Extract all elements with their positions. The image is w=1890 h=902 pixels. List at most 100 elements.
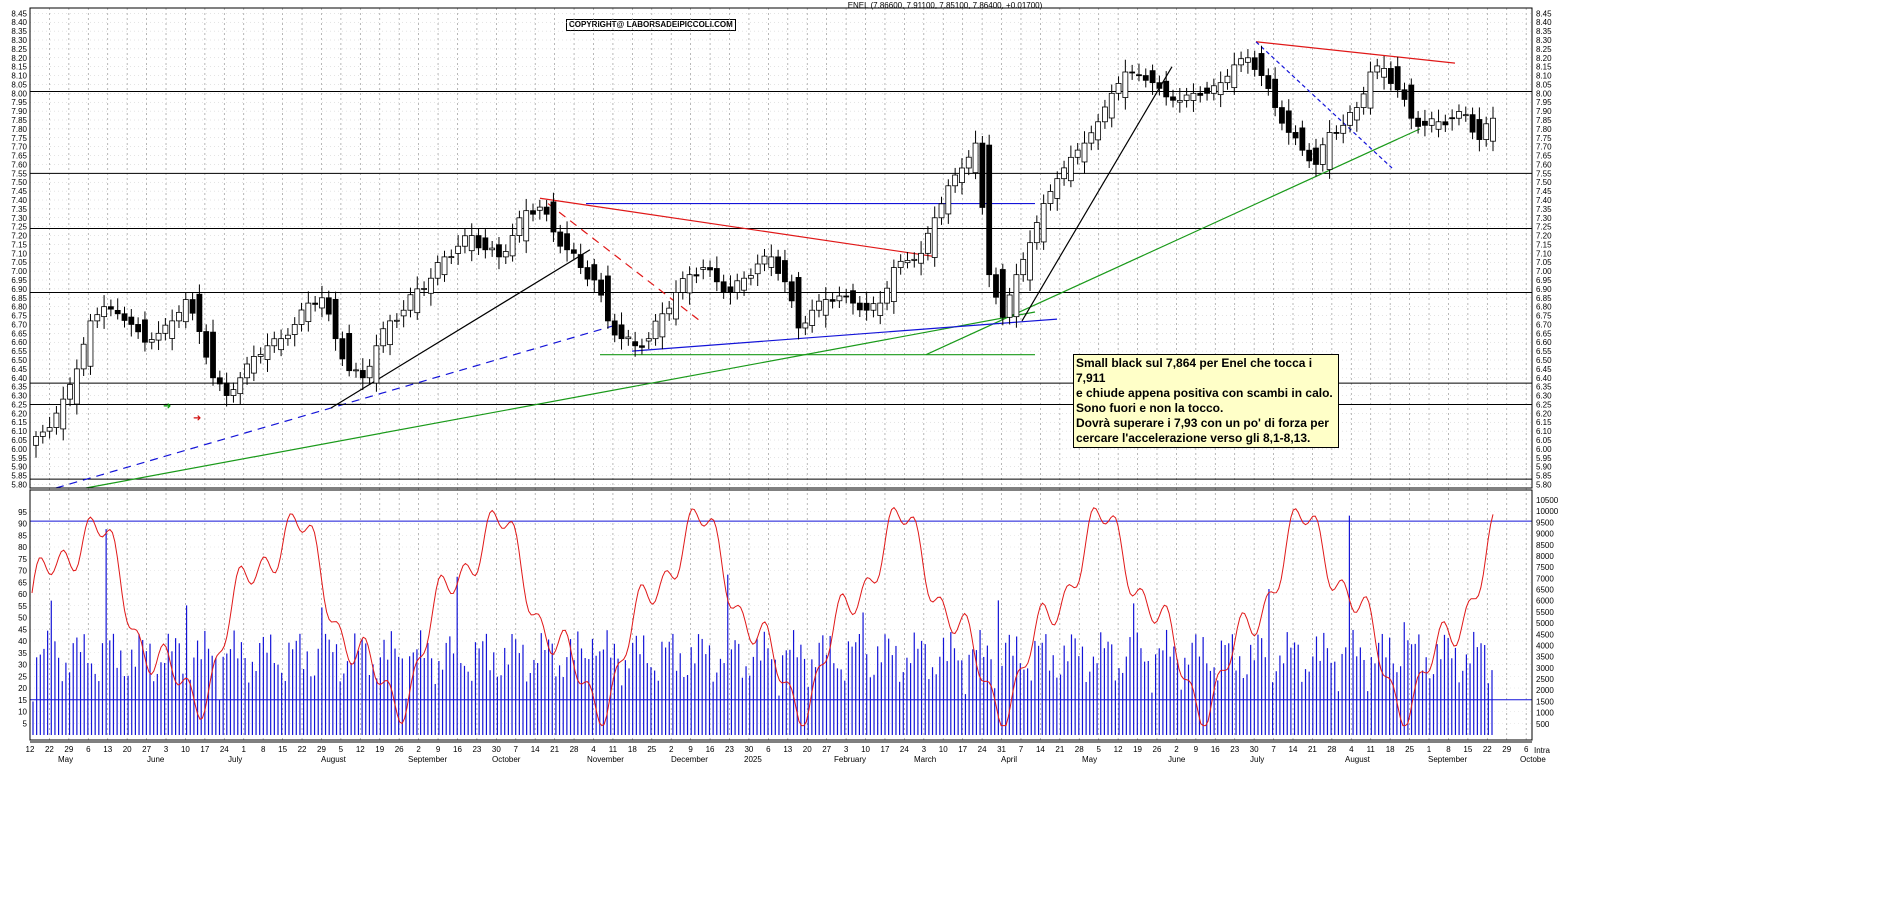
candle-body — [298, 309, 305, 325]
candle-body — [802, 322, 809, 329]
volume-tick: 6000 — [1536, 597, 1554, 606]
candle-body — [1435, 121, 1442, 130]
oscillator-tick: 55 — [18, 602, 27, 611]
candle-body — [972, 142, 979, 174]
candle-body — [1136, 74, 1142, 77]
x-day-tick: 10 — [181, 745, 190, 754]
candle-body — [353, 369, 359, 372]
y-tick-right: 6.25 — [1536, 400, 1552, 409]
candle-body — [986, 144, 993, 276]
x-day-tick: 8 — [261, 745, 266, 754]
candle-body — [359, 370, 366, 379]
y-tick-left: 8.20 — [11, 54, 27, 63]
y-tick-right: 7.40 — [1536, 196, 1552, 205]
candle-body — [1183, 94, 1190, 101]
candle-body — [407, 294, 414, 311]
y-tick-left: 7.00 — [11, 267, 27, 276]
candle-body — [1013, 274, 1020, 318]
y-tick-right: 7.05 — [1536, 258, 1552, 267]
y-tick-left: 7.55 — [11, 169, 27, 178]
oscillator-tick: 5 — [23, 719, 28, 728]
candle-body — [897, 260, 904, 268]
candle-body — [237, 377, 244, 395]
candle-body — [400, 309, 407, 317]
x-day-tick: 27 — [142, 745, 151, 754]
y-tick-right: 7.45 — [1536, 187, 1552, 196]
candle-body — [107, 306, 114, 310]
candle-body — [1040, 203, 1047, 243]
candle-body — [176, 311, 182, 322]
x-day-tick: 30 — [492, 745, 501, 754]
x-month-label: Octobe — [1520, 755, 1546, 764]
y-tick-right: 7.00 — [1536, 267, 1552, 276]
x-day-tick: 26 — [395, 745, 404, 754]
x-day-tick: 9 — [688, 745, 693, 754]
x-month-label: September — [408, 755, 447, 764]
y-tick-right: 7.55 — [1536, 169, 1552, 178]
y-tick-right: 8.20 — [1536, 54, 1552, 63]
x-month-label: May — [1082, 755, 1097, 764]
y-tick-left: 7.65 — [11, 152, 27, 161]
candle-body — [550, 201, 557, 233]
y-tick-right: 7.50 — [1536, 178, 1552, 187]
candle-body — [1170, 96, 1176, 101]
y-tick-right: 7.65 — [1536, 152, 1552, 161]
y-tick-left: 6.20 — [11, 409, 27, 418]
y-tick-left: 6.95 — [11, 276, 27, 285]
y-tick-left: 8.30 — [11, 36, 27, 45]
volume-tick: 7000 — [1536, 574, 1554, 583]
x-day-tick: 14 — [531, 745, 540, 754]
x-day-tick: 7 — [1271, 745, 1276, 754]
x-month-label: February — [834, 755, 866, 764]
candle-body — [1061, 167, 1067, 180]
candle-body — [1469, 114, 1476, 133]
candle-body — [230, 389, 237, 396]
candle-body — [257, 354, 264, 357]
candle-body — [1360, 93, 1367, 108]
candle-body — [761, 255, 768, 265]
comment-line-2: e chiude appena positiva con scambi in c… — [1076, 386, 1333, 400]
candle-body — [1122, 71, 1129, 98]
y-tick-left: 6.25 — [11, 400, 27, 409]
y-tick-right: 6.10 — [1536, 427, 1552, 436]
y-tick-right: 8.15 — [1536, 63, 1552, 72]
y-tick-left: 8.35 — [11, 27, 27, 36]
y-tick-right: 8.35 — [1536, 27, 1552, 36]
x-day-tick: 25 — [1405, 745, 1414, 754]
y-tick-left: 6.00 — [11, 445, 27, 454]
green-trendline-2 — [925, 128, 1421, 356]
y-tick-right: 6.45 — [1536, 365, 1552, 374]
candle-body — [591, 264, 598, 281]
y-tick-left: 6.35 — [11, 383, 27, 392]
y-tick-right: 7.35 — [1536, 205, 1552, 214]
oscillator-tick: 30 — [18, 661, 27, 670]
volume-tick: 3500 — [1536, 653, 1554, 662]
x-day-tick: 27 — [822, 745, 831, 754]
candle-body — [1020, 259, 1027, 276]
candle-body — [73, 368, 80, 405]
volume-tick: 500 — [1536, 720, 1550, 729]
oscillator-tick: 95 — [18, 508, 27, 517]
y-tick-left: 8.00 — [11, 89, 27, 98]
x-day-tick: 12 — [26, 745, 35, 754]
candle-body — [67, 384, 73, 400]
volume-tick: 5000 — [1536, 619, 1554, 628]
candle-body — [999, 269, 1006, 318]
y-tick-left: 5.95 — [11, 454, 27, 463]
long-green-trendline — [85, 311, 1036, 489]
candle-body — [625, 336, 632, 340]
y-tick-left: 7.40 — [11, 196, 27, 205]
candle-body — [475, 235, 482, 249]
y-tick-right: 6.50 — [1536, 356, 1552, 365]
y-tick-left: 8.25 — [11, 45, 27, 54]
candle-body — [584, 267, 591, 280]
candle-body — [155, 332, 162, 341]
candle-body — [536, 206, 543, 211]
candle-body — [530, 210, 536, 215]
candle-body — [1319, 144, 1326, 165]
x-day-tick: 4 — [1349, 745, 1354, 754]
y-tick-right: 5.85 — [1536, 472, 1552, 481]
candle-body — [564, 233, 570, 251]
candle-body — [659, 313, 666, 338]
candle-body — [1428, 118, 1435, 126]
